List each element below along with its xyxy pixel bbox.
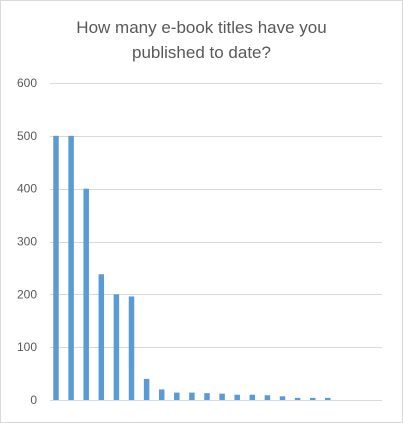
bar-7: [143, 378, 150, 400]
bar-3: [83, 188, 89, 400]
y-tick-label: 500: [17, 129, 37, 143]
bar-19: [325, 397, 331, 400]
bar-17: [294, 397, 301, 400]
chart-title: How many e-book titles have you publishe…: [76, 18, 327, 62]
bar-9: [174, 392, 180, 400]
bar-1: [53, 135, 59, 400]
y-tick-label: 100: [17, 340, 37, 354]
bar-8: [158, 389, 165, 400]
bar-13: [234, 394, 240, 400]
bars: [53, 135, 331, 400]
y-tick-label: 200: [17, 287, 37, 301]
bar-16: [279, 396, 286, 400]
bar-14: [249, 394, 256, 400]
bar-12: [219, 393, 225, 400]
bar-18: [309, 397, 316, 400]
y-tick-label: 600: [17, 76, 37, 90]
bar-6: [128, 296, 135, 400]
bar-11: [204, 393, 210, 400]
bar-10: [189, 392, 195, 400]
bar-5: [113, 294, 120, 400]
bar-2: [68, 135, 74, 400]
gridlines: [50, 83, 382, 401]
y-axis-tick-labels: 0 100 200 300 400 500 600: [17, 76, 37, 407]
y-tick-label: 400: [17, 182, 37, 196]
bar-15: [264, 395, 271, 400]
bar-4: [98, 274, 105, 400]
y-tick-label: 300: [17, 235, 37, 249]
y-tick-label: 0: [30, 393, 37, 407]
